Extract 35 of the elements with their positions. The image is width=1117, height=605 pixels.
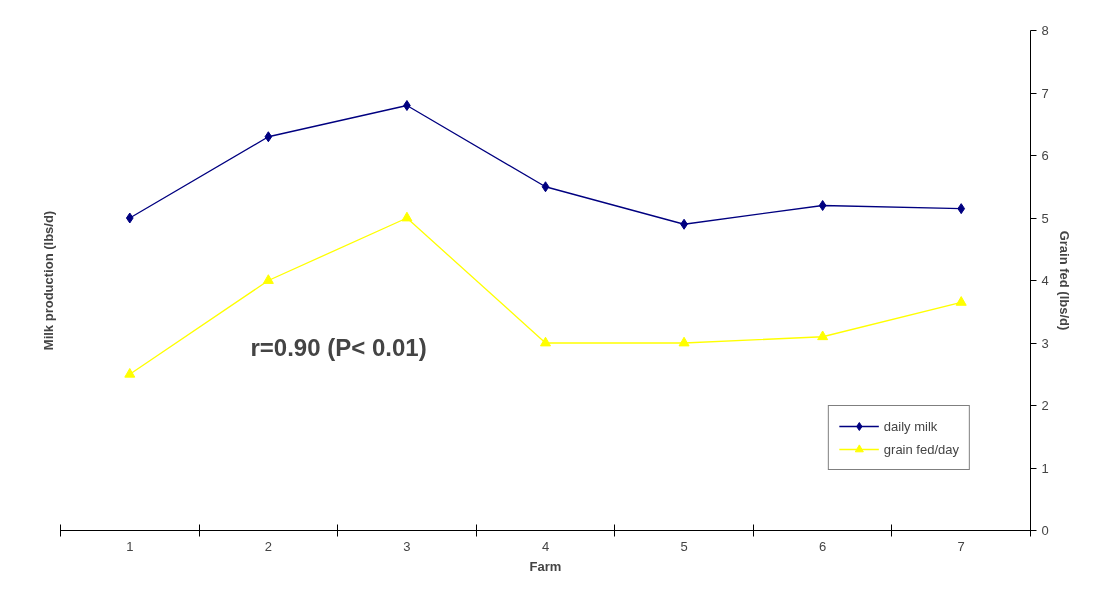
y2-tick-label: 0	[1041, 523, 1049, 538]
x-tick-label: 6	[819, 538, 827, 554]
point	[541, 181, 550, 193]
x-tick-label: 4	[541, 538, 550, 554]
point	[955, 296, 967, 306]
point	[818, 200, 827, 211]
x-axis-title: Farm	[529, 558, 562, 574]
point	[262, 274, 274, 284]
x-tick-label: 1	[126, 538, 134, 554]
y2-tick-label: 8	[1041, 23, 1049, 38]
y2-tick-label: 5	[1041, 210, 1049, 226]
y2-axis-title: Grain fed (lbs/d)	[1056, 230, 1072, 331]
point	[817, 330, 829, 341]
y2-tick-label: 4	[1041, 273, 1049, 288]
y2-tick-label: 7	[1041, 85, 1049, 101]
point	[540, 336, 551, 347]
x-tick-label: 3	[403, 538, 411, 554]
y2-tick-label: 1	[1041, 460, 1049, 476]
legend-label: daily milk	[883, 418, 938, 434]
x-tick-label: 7	[957, 538, 965, 554]
point	[264, 131, 273, 143]
y2-tick-label: 6	[1041, 148, 1049, 163]
point	[401, 211, 413, 222]
y-axis-title: Milk production (lbs/d)	[40, 210, 56, 351]
x-tick-label: 2	[264, 538, 272, 554]
annotation: r=0.90 (P< 0.01)	[250, 333, 427, 361]
point	[125, 212, 134, 224]
y2-tick-label: 2	[1041, 398, 1049, 413]
point	[124, 367, 136, 378]
point	[403, 100, 411, 111]
point	[957, 203, 966, 215]
point	[678, 336, 690, 347]
y2-tick-label: 3	[1041, 335, 1049, 351]
legend-label: grain fed/day	[883, 441, 959, 457]
x-tick-label: 5	[680, 538, 688, 554]
